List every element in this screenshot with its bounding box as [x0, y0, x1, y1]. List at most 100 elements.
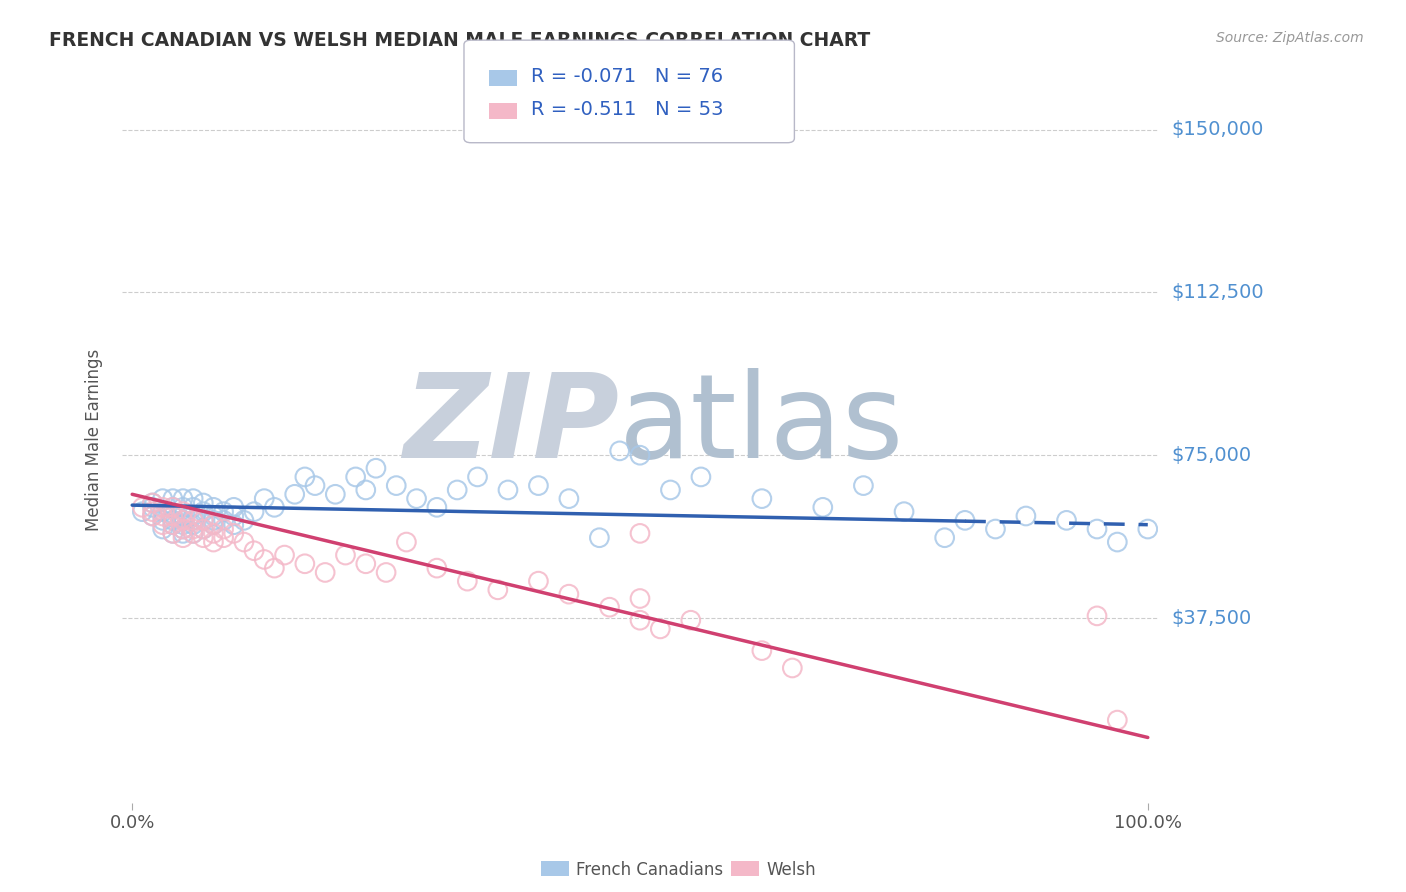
Point — [628, 448, 651, 462]
Point — [273, 548, 295, 562]
Point — [193, 531, 215, 545]
Point — [172, 522, 194, 536]
Point — [172, 500, 194, 515]
Point — [172, 513, 194, 527]
Point — [527, 478, 550, 492]
Point — [181, 517, 204, 532]
Point — [679, 613, 702, 627]
Point — [193, 496, 215, 510]
Point — [599, 600, 621, 615]
Point — [202, 508, 225, 523]
Point — [243, 543, 266, 558]
Point — [162, 517, 184, 532]
Point — [172, 522, 194, 536]
Point — [1015, 508, 1038, 523]
Point — [1085, 608, 1108, 623]
Point — [426, 561, 449, 575]
Point — [152, 522, 174, 536]
Point — [193, 522, 215, 536]
Point — [141, 500, 163, 515]
Point — [934, 531, 956, 545]
Point — [193, 513, 215, 527]
Point — [690, 470, 713, 484]
Point — [263, 500, 285, 515]
Point — [162, 513, 184, 527]
Point — [385, 478, 408, 492]
Point — [172, 531, 194, 545]
Point — [1107, 713, 1129, 727]
Point — [172, 508, 194, 523]
Point — [893, 505, 915, 519]
Point — [253, 491, 276, 506]
Point — [628, 613, 651, 627]
Point — [1085, 522, 1108, 536]
Point — [232, 513, 254, 527]
Text: Source: ZipAtlas.com: Source: ZipAtlas.com — [1216, 31, 1364, 45]
Point — [323, 487, 346, 501]
Point — [314, 566, 336, 580]
Point — [609, 443, 631, 458]
Point — [222, 500, 245, 515]
Point — [294, 470, 316, 484]
Point — [395, 535, 418, 549]
Point — [172, 517, 194, 532]
Point — [222, 526, 245, 541]
Point — [588, 531, 610, 545]
Text: $37,500: $37,500 — [1171, 608, 1253, 628]
Point — [162, 526, 184, 541]
Text: atlas: atlas — [619, 368, 904, 483]
Text: Welsh: Welsh — [766, 861, 815, 879]
Point — [131, 500, 153, 515]
Point — [162, 526, 184, 541]
Point — [628, 526, 651, 541]
Point — [162, 508, 184, 523]
Point — [232, 535, 254, 549]
Point — [467, 470, 489, 484]
Point — [202, 526, 225, 541]
Text: ZIP: ZIP — [404, 368, 619, 483]
Point — [253, 552, 276, 566]
Point — [181, 526, 204, 541]
Point — [162, 491, 184, 506]
Point — [152, 500, 174, 515]
Point — [294, 557, 316, 571]
Point — [558, 491, 581, 506]
Point — [1056, 513, 1078, 527]
Text: $112,500: $112,500 — [1171, 283, 1264, 301]
Point — [284, 487, 307, 501]
Y-axis label: Median Male Earnings: Median Male Earnings — [86, 349, 103, 531]
Point — [212, 513, 235, 527]
Point — [953, 513, 976, 527]
Point — [659, 483, 682, 497]
Point — [212, 522, 235, 536]
Point — [181, 526, 204, 541]
Point — [181, 513, 204, 527]
Point — [751, 491, 773, 506]
Point — [181, 491, 204, 506]
Text: French Canadians: French Canadians — [576, 861, 724, 879]
Point — [141, 505, 163, 519]
Point — [181, 522, 204, 536]
Point — [1136, 522, 1159, 536]
Point — [243, 505, 266, 519]
Point — [456, 574, 478, 589]
Text: R = -0.071   N = 76: R = -0.071 N = 76 — [531, 67, 724, 87]
Text: $150,000: $150,000 — [1171, 120, 1264, 139]
Point — [335, 548, 357, 562]
Point — [222, 517, 245, 532]
Point — [162, 508, 184, 523]
Point — [751, 643, 773, 657]
Point — [304, 478, 326, 492]
Point — [212, 531, 235, 545]
Point — [202, 517, 225, 532]
Point — [181, 500, 204, 515]
Point — [222, 508, 245, 523]
Text: R = -0.511   N = 53: R = -0.511 N = 53 — [531, 100, 724, 120]
Point — [131, 505, 153, 519]
Point — [193, 522, 215, 536]
Point — [628, 591, 651, 606]
Point — [446, 483, 468, 497]
Point — [141, 508, 163, 523]
Point — [162, 500, 184, 515]
Point — [152, 508, 174, 523]
